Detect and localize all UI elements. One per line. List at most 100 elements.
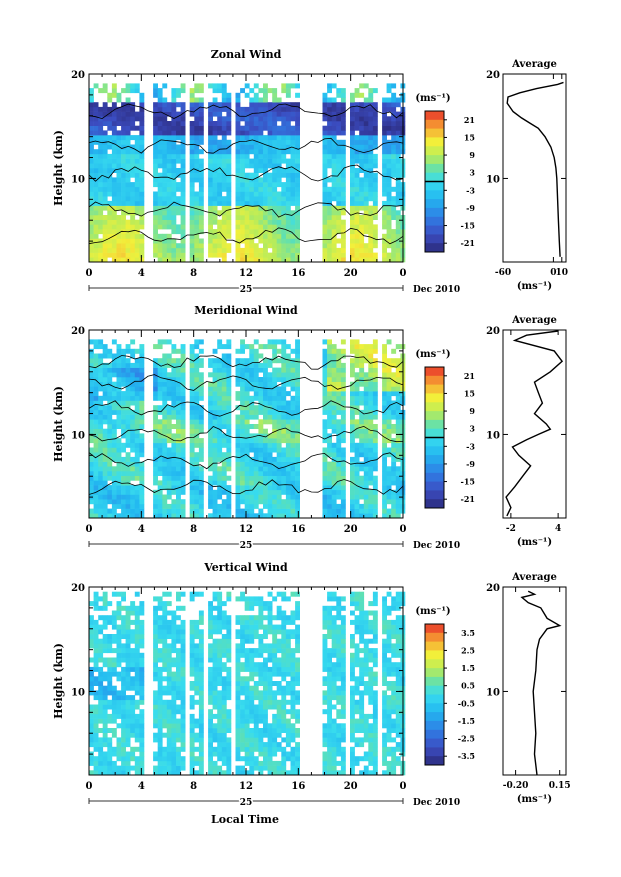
heatmap-cell bbox=[277, 424, 282, 429]
heatmap-cell bbox=[281, 368, 286, 373]
heatmap-cell bbox=[208, 83, 213, 88]
heatmap-cell bbox=[350, 485, 355, 490]
heatmap-cell bbox=[217, 339, 222, 344]
heatmap-cell bbox=[94, 220, 99, 225]
heatmap-cell bbox=[190, 215, 195, 220]
heatmap-cell bbox=[373, 215, 378, 220]
heatmap-cell bbox=[167, 592, 172, 597]
heatmap-cell bbox=[117, 615, 122, 620]
heatmap-cell bbox=[336, 462, 341, 467]
heatmap-cell bbox=[277, 396, 282, 401]
heatmap-cell bbox=[171, 690, 176, 695]
heatmap-cell bbox=[245, 121, 250, 126]
heatmap-cell bbox=[226, 415, 231, 420]
heatmap-cell bbox=[171, 396, 176, 401]
heatmap-cell bbox=[373, 448, 378, 453]
heatmap-cell bbox=[199, 471, 204, 476]
heatmap-cell bbox=[190, 135, 195, 140]
heatmap-cell bbox=[281, 83, 286, 88]
heatmap-cell bbox=[117, 419, 122, 424]
heatmap-cell bbox=[98, 709, 103, 714]
heatmap-cell bbox=[226, 419, 231, 424]
heatmap-cell bbox=[126, 756, 131, 761]
heatmap-cell bbox=[121, 201, 126, 206]
heatmap-cell bbox=[213, 499, 218, 504]
heatmap-cell bbox=[222, 93, 227, 98]
colorbar-tick-label: 9 bbox=[469, 406, 475, 416]
heatmap-cell bbox=[291, 410, 296, 415]
heatmap-cell bbox=[245, 154, 250, 159]
heatmap-cell bbox=[364, 248, 369, 253]
heatmap-cell bbox=[208, 248, 213, 253]
heatmap-cell bbox=[373, 177, 378, 182]
heatmap-cell bbox=[263, 154, 268, 159]
heatmap-cell bbox=[336, 126, 341, 131]
heatmap-cell bbox=[240, 224, 245, 229]
heatmap-cell bbox=[277, 485, 282, 490]
heatmap-cell bbox=[153, 229, 158, 234]
heatmap-cell bbox=[89, 728, 94, 733]
heatmap-cell bbox=[181, 686, 186, 691]
heatmap-cell bbox=[249, 448, 254, 453]
heatmap-cell bbox=[226, 98, 231, 103]
heatmap-cell bbox=[135, 349, 140, 354]
heatmap-cell bbox=[153, 690, 158, 695]
heatmap-cell bbox=[391, 415, 396, 420]
heatmap-cell bbox=[103, 410, 108, 415]
heatmap-cell bbox=[190, 210, 195, 215]
heatmap-cell bbox=[268, 234, 273, 239]
heatmap-cell bbox=[249, 499, 254, 504]
heatmap-cell bbox=[291, 135, 296, 140]
heatmap-cell bbox=[135, 700, 140, 705]
heatmap-cell bbox=[396, 396, 401, 401]
heatmap-cell bbox=[190, 452, 195, 457]
heatmap-cell bbox=[176, 391, 181, 396]
heatmap-cell bbox=[391, 248, 396, 253]
heatmap-cell bbox=[153, 448, 158, 453]
heatmap-cell bbox=[117, 121, 122, 126]
heatmap-cell bbox=[236, 443, 241, 448]
heatmap-cell bbox=[245, 159, 250, 164]
heatmap-cell bbox=[112, 490, 117, 495]
heatmap-cell bbox=[103, 466, 108, 471]
colorbar-segment bbox=[425, 173, 444, 182]
heatmap-cell bbox=[103, 107, 108, 112]
heatmap-cell bbox=[240, 386, 245, 391]
heatmap-cell bbox=[327, 349, 332, 354]
heatmap-cell bbox=[217, 629, 222, 634]
heatmap-cell bbox=[268, 382, 273, 387]
heatmap-cell bbox=[263, 116, 268, 121]
heatmap-cell bbox=[387, 410, 392, 415]
heatmap-cell bbox=[364, 182, 369, 187]
heatmap-cell bbox=[286, 452, 291, 457]
heatmap-cell bbox=[181, 658, 186, 663]
heatmap-cell bbox=[277, 419, 282, 424]
heatmap-cell bbox=[121, 495, 126, 500]
heatmap-cell bbox=[245, 220, 250, 225]
heatmap-cell bbox=[222, 742, 227, 747]
heatmap-cell bbox=[135, 457, 140, 462]
heatmap-cell bbox=[291, 130, 296, 135]
heatmap-cell bbox=[323, 224, 328, 229]
heatmap-cell bbox=[332, 509, 337, 514]
heatmap-cell bbox=[222, 83, 227, 88]
heatmap-cell bbox=[396, 243, 401, 248]
heatmap-cell bbox=[263, 344, 268, 349]
heatmap-cell bbox=[277, 126, 282, 131]
heatmap-cell bbox=[217, 401, 222, 406]
heatmap-cell bbox=[272, 135, 277, 140]
heatmap-cell bbox=[181, 229, 186, 234]
heatmap-cell bbox=[268, 495, 273, 500]
heatmap-cell bbox=[291, 457, 296, 462]
heatmap-cell bbox=[194, 391, 199, 396]
heatmap-cell bbox=[107, 154, 112, 159]
heatmap-cell bbox=[98, 358, 103, 363]
heatmap-cell bbox=[190, 102, 195, 107]
heatmap-cell bbox=[181, 723, 186, 728]
heatmap-cell bbox=[368, 121, 373, 126]
heatmap-cell bbox=[176, 761, 181, 766]
heatmap-cell bbox=[153, 93, 158, 98]
heatmap-cell bbox=[258, 405, 263, 410]
heatmap-cell bbox=[112, 747, 117, 752]
